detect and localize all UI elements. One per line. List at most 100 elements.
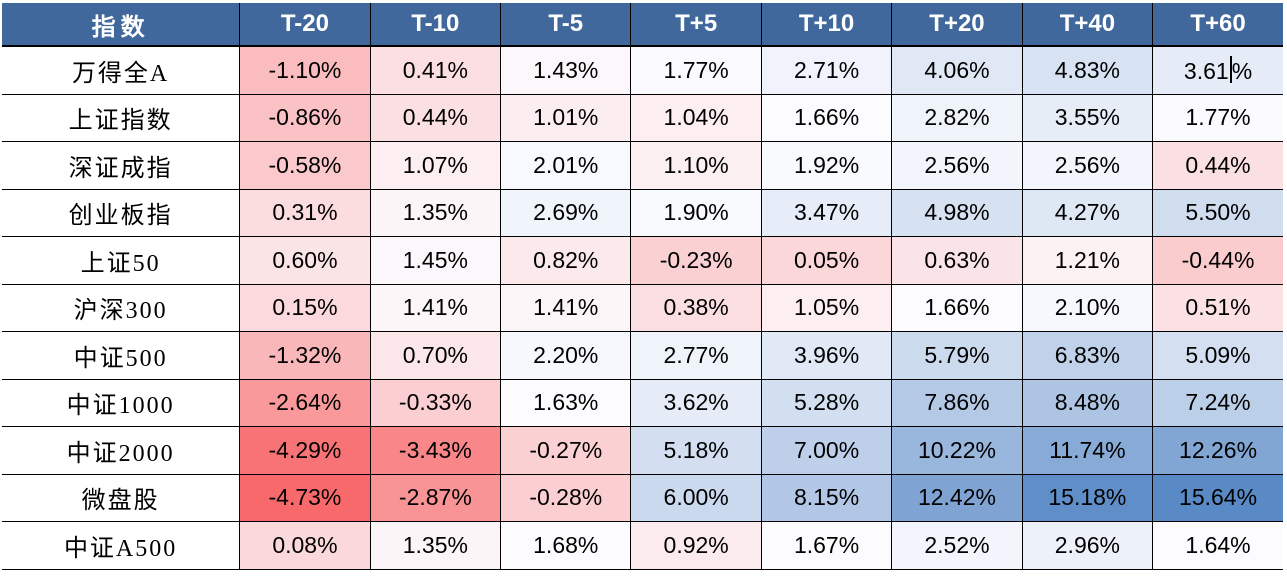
- value-cell: 3.47%: [760, 189, 892, 237]
- value-cell: 1.43%: [500, 46, 631, 95]
- value-cell: 2.20%: [500, 331, 631, 380]
- value-cell: 10.22%: [891, 426, 1023, 475]
- value-cell: 7.86%: [891, 379, 1023, 427]
- value-cell: 6.83%: [1021, 331, 1153, 380]
- value-text: 3.61: [1183, 57, 1229, 84]
- value-cell: 1.01%: [500, 94, 631, 142]
- value-cell: 0.60%: [239, 236, 371, 285]
- table-row: 中证A500 0.08% 1.35% 1.68% 0.92% 1.67% 2.52% 2.96…: [2, 521, 1283, 570]
- index-name-cell: 中证500: [2, 331, 240, 380]
- value-cell: 12.42%: [891, 474, 1023, 522]
- value-cell: 1.66%: [760, 94, 892, 142]
- period-header-cell: T+20: [891, 3, 1023, 47]
- period-header-cell: T+10: [760, 3, 892, 47]
- value-cell: -1.10%: [239, 46, 371, 95]
- value-cell: 5.18%: [630, 426, 762, 475]
- table-row: 上证50 0.60% 1.45% 0.82% -0.23% 0.05% 0.63% 1.21%…: [2, 236, 1283, 285]
- value-cell: 7.24%: [1152, 379, 1283, 427]
- value-cell: -0.27%: [500, 426, 631, 475]
- period-header-cell: T+40: [1021, 3, 1153, 47]
- value-cell: 0.38%: [630, 284, 762, 332]
- value-cell: 3.96%: [760, 331, 892, 380]
- value-cell: 1.04%: [630, 94, 762, 142]
- value-cell: 1.77%: [1152, 94, 1283, 142]
- value-cell: -0.28%: [500, 474, 631, 522]
- value-cell: 1.45%: [369, 236, 501, 285]
- value-cell: 1.35%: [369, 521, 501, 570]
- value-cell: 2.52%: [891, 521, 1023, 570]
- value-cell: -2.64%: [239, 379, 371, 427]
- value-cell: 2.77%: [630, 331, 762, 380]
- value-cell: -4.29%: [239, 426, 371, 475]
- value-cell: 1.64%: [1152, 521, 1283, 570]
- value-cell: 3.61%: [1152, 46, 1283, 95]
- table-body: 万得全A -1.10% 0.41% 1.43% 1.77% 2.71% 4.06% 4.83%…: [2, 46, 1283, 570]
- returns-table-wrapper: 指数 T-20 T-10 T-5 T+5 T+10 T+20 T+40 T+60 万得全A -1.…: [2, 3, 1283, 570]
- period-header-cell: T+60: [1152, 3, 1283, 47]
- table-row: 中证1000 -2.64% -0.33% 1.63% 3.62% 5.28% 7.86% 8.…: [2, 379, 1283, 427]
- period-header-cell: T-20: [239, 3, 371, 47]
- value-cell: 15.18%: [1021, 474, 1153, 522]
- table-row: 中证500 -1.32% 0.70% 2.20% 2.77% 3.96% 5.79% 6.83…: [2, 331, 1283, 380]
- value-cell: 0.92%: [630, 521, 762, 570]
- value-cell: 5.50%: [1152, 189, 1283, 237]
- value-cell: -0.86%: [239, 94, 371, 142]
- value-cell: 2.69%: [500, 189, 631, 237]
- percent-sign: %: [1231, 57, 1253, 84]
- value-cell: 1.10%: [630, 141, 762, 190]
- value-cell: 5.79%: [891, 331, 1023, 380]
- value-cell: 1.92%: [760, 141, 892, 190]
- table-row: 深证成指 -0.58% 1.07% 2.01% 1.10% 1.92% 2.56% 2.56%…: [2, 141, 1283, 190]
- value-cell: -0.44%: [1152, 236, 1283, 285]
- value-cell: 0.05%: [760, 236, 892, 285]
- value-cell: 1.05%: [760, 284, 892, 332]
- index-name-cell: 上证50: [2, 236, 240, 285]
- value-cell: 1.77%: [630, 46, 762, 95]
- value-cell: 0.70%: [369, 331, 501, 380]
- index-name-cell: 万得全A: [2, 46, 240, 95]
- value-cell: 1.67%: [760, 521, 892, 570]
- value-cell: 0.44%: [369, 94, 501, 142]
- value-cell: 2.10%: [1021, 284, 1153, 332]
- value-cell: 6.00%: [630, 474, 762, 522]
- table-header: 指数 T-20 T-10 T-5 T+5 T+10 T+20 T+40 T+60: [2, 3, 1283, 47]
- value-cell: -4.73%: [239, 474, 371, 522]
- table-row: 上证指数 -0.86% 0.44% 1.01% 1.04% 1.66% 2.82% 3.55%…: [2, 94, 1283, 142]
- returns-table: 指数 T-20 T-10 T-5 T+5 T+10 T+20 T+40 T+60 万得全A -1.…: [2, 3, 1283, 570]
- value-cell: 1.07%: [369, 141, 501, 190]
- index-name-cell: 沪深300: [2, 284, 240, 332]
- value-cell: 3.62%: [630, 379, 762, 427]
- value-cell: -0.58%: [239, 141, 371, 190]
- value-cell: 1.90%: [630, 189, 762, 237]
- index-name-cell: 创业板指: [2, 189, 240, 237]
- value-cell: 12.26%: [1152, 426, 1283, 475]
- value-cell: 4.06%: [891, 46, 1023, 95]
- value-cell: 8.15%: [760, 474, 892, 522]
- value-cell: 0.08%: [239, 521, 371, 570]
- table-row: 中证2000 -4.29% -3.43% -0.27% 5.18% 7.00% 10.22%…: [2, 426, 1283, 475]
- value-cell: 0.41%: [369, 46, 501, 95]
- index-name-cell: 上证指数: [2, 94, 240, 142]
- value-cell: 11.74%: [1021, 426, 1153, 475]
- value-cell: 2.82%: [891, 94, 1023, 142]
- value-cell: 1.68%: [500, 521, 631, 570]
- value-cell: 5.28%: [760, 379, 892, 427]
- index-name-cell: 中证A500: [2, 521, 240, 570]
- value-cell: 2.71%: [760, 46, 892, 95]
- index-name-cell: 微盘股: [2, 474, 240, 522]
- value-cell: 1.41%: [369, 284, 501, 332]
- value-cell: 2.56%: [891, 141, 1023, 190]
- value-cell: 0.63%: [891, 236, 1023, 285]
- value-cell: 2.01%: [500, 141, 631, 190]
- value-cell: 3.55%: [1021, 94, 1153, 142]
- value-cell: 0.82%: [500, 236, 631, 285]
- value-cell: 0.15%: [239, 284, 371, 332]
- value-cell: 1.21%: [1021, 236, 1153, 285]
- value-cell: 0.44%: [1152, 141, 1283, 190]
- index-name-cell: 中证1000: [2, 379, 240, 427]
- value-cell: -0.33%: [369, 379, 501, 427]
- value-cell: 2.56%: [1021, 141, 1153, 190]
- period-header-cell: T-10: [369, 3, 501, 47]
- value-cell: 7.00%: [760, 426, 892, 475]
- value-cell: 4.27%: [1021, 189, 1153, 237]
